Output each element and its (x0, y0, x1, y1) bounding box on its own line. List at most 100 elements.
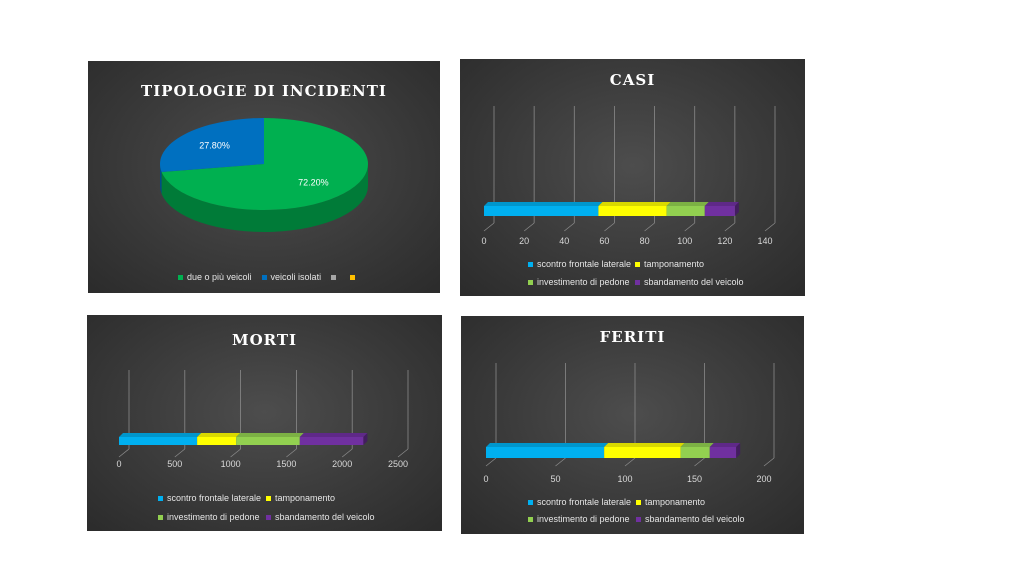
gridline-foot (684, 222, 695, 232)
bar-segment-top (680, 443, 714, 447)
gridline-foot (624, 457, 636, 467)
chart-panel-feriti: FERITI 0 50 100 150 200 scontro frontale lat… (461, 316, 804, 534)
gridline-foot (230, 448, 241, 458)
legend-label: sbandamento del veicolo (275, 512, 375, 522)
legend-swatch (261, 274, 267, 280)
tick-label: 0 (116, 459, 121, 469)
legend-swatch (636, 499, 641, 505)
legend-swatch (528, 499, 533, 505)
legend-swatch (635, 261, 640, 267)
legend-swatch (266, 495, 271, 501)
bar-end-cap (363, 433, 368, 445)
bar-segment (709, 447, 737, 458)
gridline-foot (483, 222, 495, 232)
tick-label: 100 (677, 236, 692, 246)
legend-item: veicoli isolati (261, 272, 322, 282)
legend-item: scontro frontale laterale (528, 497, 631, 507)
tick-label: 500 (167, 459, 182, 469)
bar-segment-top (197, 433, 241, 437)
legend-item: sbandamento del veicolo (636, 514, 745, 524)
legend-item: investimento di pedone (528, 514, 630, 524)
tick-label: 120 (717, 236, 732, 246)
bar-segment (236, 437, 300, 445)
chart-legend: scontro frontale laterale tamponamento i… (87, 315, 442, 531)
bar-segment-top (666, 202, 709, 206)
chart-title: TIPOLOGIE DI INCIDENTI (141, 82, 387, 100)
legend-label: tamponamento (645, 497, 706, 507)
bar-segment-top (709, 443, 741, 447)
pie-slice (161, 118, 368, 210)
legend-label: due o più veicoli (187, 272, 252, 282)
tick-label: 0 (483, 474, 488, 484)
legend-swatch (331, 274, 337, 280)
pie-chart: 72.20% 27.80% (160, 118, 368, 232)
bar-segment-top (598, 202, 671, 206)
legend-swatch (528, 516, 533, 522)
bar-segment (119, 437, 198, 445)
legend-item: tamponamento (635, 259, 704, 269)
data-label: 72.20% (298, 177, 329, 187)
legend-item: due o più veicoli (178, 272, 252, 282)
legend-item: tamponamento (636, 497, 705, 507)
legend-item: scontro frontale laterale (528, 259, 631, 269)
gridline-foot (694, 457, 705, 467)
tick-label: 150 (687, 474, 702, 484)
tick-label: 1500 (276, 459, 296, 469)
chart-title: FERITI (599, 328, 666, 346)
gridline-foot (555, 457, 566, 467)
chart-panel-tipologie: TIPOLOGIE DI INCIDENTI 72.20% 27.80% due … (88, 61, 440, 293)
gridline-foot (397, 448, 409, 458)
tick-label: 50 (550, 474, 560, 484)
tick-label: 0 (481, 236, 486, 246)
gridline-foot (644, 222, 655, 232)
tick-label: 20 (519, 236, 529, 246)
tick-label: 80 (640, 236, 650, 246)
pie-slice (160, 118, 264, 173)
bar-segment (680, 447, 710, 458)
stacked-bar-chart: 0 500 1000 1500 2000 2500 (116, 370, 409, 469)
tick-label: 40 (559, 236, 569, 246)
gridline-foot (523, 222, 535, 232)
bar-segment-top (486, 443, 609, 447)
legend-label: tamponamento (644, 259, 705, 269)
legend-label: investimento di pedone (537, 277, 630, 287)
legend-swatch (266, 514, 271, 520)
bar-segment (666, 206, 705, 216)
tick-label: 2500 (388, 459, 408, 469)
tick-label: 140 (757, 236, 772, 246)
gridline-foot (763, 457, 775, 467)
legend-item: scontro frontale laterale (158, 493, 261, 503)
legend-swatch (158, 514, 163, 520)
legend-swatch (158, 495, 163, 501)
bar-segment-top (604, 443, 685, 447)
bar-segment (486, 447, 605, 458)
tick-label: 100 (617, 474, 632, 484)
legend-item: investimento di pedone (158, 512, 260, 522)
chart-title: CASI (609, 71, 656, 89)
legend-item: tamponamento (266, 493, 335, 503)
legend-label: scontro frontale laterale (167, 493, 262, 503)
legend-item: sbandamento del veicolo (266, 512, 375, 522)
legend-label: investimento di pedone (167, 512, 260, 522)
chart-legend: scontro frontale laterale tamponamento i… (460, 59, 805, 296)
tick-label: 200 (756, 474, 771, 484)
bar-segment (484, 206, 599, 216)
chart-legend: due o più veicoli veicoli isolati (178, 272, 359, 282)
bar-segment (604, 447, 681, 458)
legend-item: sbandamento del veicolo (635, 277, 744, 287)
legend-label: scontro frontale laterale (537, 497, 632, 507)
chart-title: MORTI (231, 331, 298, 349)
legend-label: sbandamento del veicolo (645, 514, 745, 524)
tick-label: 2000 (332, 459, 352, 469)
data-label: 27.80% (199, 141, 230, 151)
legend-label: investimento di pedone (537, 514, 630, 524)
gridline-foot (174, 448, 186, 458)
bar-segment (299, 437, 364, 445)
legend-swatch (528, 279, 533, 285)
legend-item (331, 274, 340, 280)
bar-segment (704, 206, 735, 216)
legend-label: sbandamento del veicolo (644, 277, 744, 287)
pie-slice-side (160, 164, 162, 195)
gridline-foot (286, 448, 297, 458)
legend-label: veicoli isolati (270, 272, 322, 282)
